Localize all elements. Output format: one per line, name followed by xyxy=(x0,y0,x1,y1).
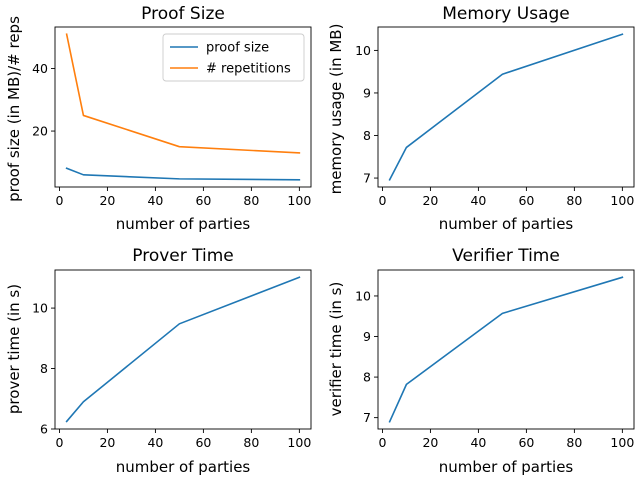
y-tick-label: 9 xyxy=(363,85,371,100)
y-tick-label: 10 xyxy=(32,301,48,316)
y-tick-label: 10 xyxy=(355,288,371,303)
axes-frame xyxy=(54,26,312,188)
chart-title: Memory Usage xyxy=(442,4,570,24)
x-tick-label: 80 xyxy=(566,193,582,208)
subplot-memory-usage: Memory Usage number of parties memory us… xyxy=(327,4,635,233)
x-tick-label: 0 xyxy=(378,193,386,208)
subplot-prover-time: Prover Time number of parties prover tim… xyxy=(5,246,312,476)
y-axis-label: prover time (in s) xyxy=(5,284,23,414)
x-tick-label: 20 xyxy=(99,435,115,450)
series-line-0 xyxy=(388,33,624,181)
y-tick-label: 9 xyxy=(363,329,371,344)
y-tick-label: 8 xyxy=(40,361,48,376)
x-tick-label: 20 xyxy=(99,193,115,208)
x-tick-label: 80 xyxy=(566,435,582,450)
y-axis-label: verifier time (in s) xyxy=(327,282,345,417)
x-tick-label: 60 xyxy=(195,435,211,450)
y-axis-label: memory usage (in MB) xyxy=(327,24,345,195)
x-tick-label: 100 xyxy=(610,435,634,450)
x-axis-label: number of parties xyxy=(116,215,251,233)
x-tick-label: 60 xyxy=(518,193,534,208)
series-line-0 xyxy=(65,276,301,423)
subplot-proof-size: Proof Size number of parties proof size … xyxy=(5,4,312,233)
chart-title: Proof Size xyxy=(141,4,225,24)
axes-frame xyxy=(377,26,635,188)
axes-frame xyxy=(54,269,312,430)
y-tick-label: 8 xyxy=(363,370,371,385)
x-axis-label: number of parties xyxy=(439,215,574,233)
x-tick-label: 40 xyxy=(470,435,486,450)
x-tick-label: 100 xyxy=(610,193,634,208)
series-line-1 xyxy=(65,33,301,154)
legend-label: # repetitions xyxy=(206,62,291,77)
x-tick-label: 0 xyxy=(55,435,63,450)
y-tick-label: 6 xyxy=(40,422,48,437)
axes-frame xyxy=(377,269,635,430)
x-tick-label: 40 xyxy=(470,193,486,208)
x-axis-label: number of parties xyxy=(439,458,574,476)
x-tick-label: 40 xyxy=(147,435,163,450)
chart-title: Prover Time xyxy=(132,246,234,266)
x-tick-label: 60 xyxy=(195,193,211,208)
subplot-verifier-time: Verifier Time number of parties verifier… xyxy=(327,246,635,476)
y-tick-label: 40 xyxy=(32,61,48,76)
x-tick-label: 20 xyxy=(422,193,438,208)
legend: proof size # repetitions xyxy=(162,33,305,82)
series-line-0 xyxy=(65,167,301,181)
x-tick-label: 40 xyxy=(147,193,163,208)
y-axis-label: proof size (in MB)/# reps xyxy=(5,16,23,202)
y-tick-label: 8 xyxy=(363,128,371,143)
y-tick-label: 7 xyxy=(363,171,371,186)
x-tick-label: 0 xyxy=(55,193,63,208)
chart-title: Verifier Time xyxy=(452,246,560,266)
y-tick-label: 10 xyxy=(355,43,371,58)
y-tick-label: 20 xyxy=(32,124,48,139)
legend-box xyxy=(162,33,305,82)
series-line-0 xyxy=(388,276,624,423)
y-tick-label: 7 xyxy=(363,410,371,425)
x-tick-label: 0 xyxy=(378,435,386,450)
x-tick-label: 100 xyxy=(287,435,311,450)
x-axis-label: number of parties xyxy=(116,458,251,476)
x-tick-label: 60 xyxy=(518,435,534,450)
x-tick-label: 20 xyxy=(422,435,438,450)
x-tick-label: 80 xyxy=(243,193,259,208)
x-tick-label: 80 xyxy=(243,435,259,450)
legend-label: proof size xyxy=(206,41,269,56)
x-tick-label: 100 xyxy=(287,193,311,208)
